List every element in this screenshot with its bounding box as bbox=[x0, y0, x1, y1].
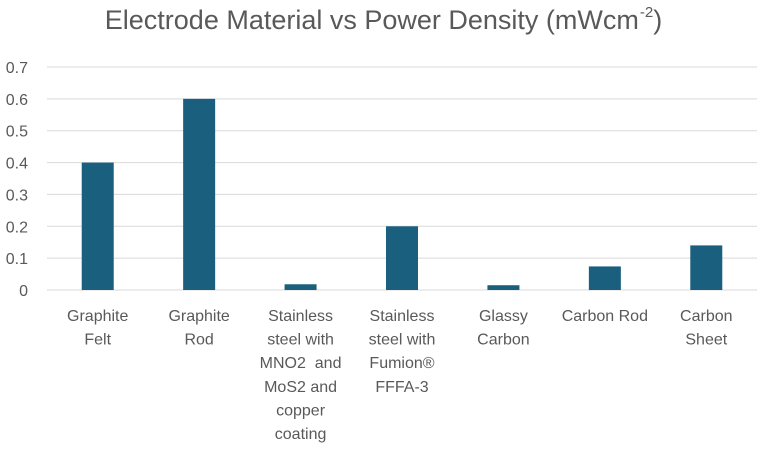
x-tick-label-line: coating bbox=[275, 426, 327, 443]
chart-title-text: Electrode Material vs Power Density (mWc… bbox=[104, 5, 639, 35]
x-tick-label-line: Stainless bbox=[370, 308, 435, 325]
x-tick-label-line: FFFA-3 bbox=[375, 379, 428, 396]
y-tick-label: 0.6 bbox=[6, 92, 28, 109]
bar bbox=[81, 162, 114, 290]
x-tick-label-line: Carbon bbox=[680, 308, 732, 325]
x-tick-label-line: Sheet bbox=[685, 332, 727, 349]
x-tick-label-line: Stainless bbox=[268, 308, 333, 325]
chart-title-superscript: -2 bbox=[639, 4, 654, 21]
y-tick-label: 0.4 bbox=[6, 156, 28, 173]
bar bbox=[284, 284, 317, 290]
x-tick-label-line: steel with bbox=[369, 332, 436, 349]
x-tick-label-line: Glassy bbox=[479, 308, 528, 325]
y-tick-label: 0.3 bbox=[6, 187, 28, 204]
x-tick-label-line: Rod bbox=[184, 332, 213, 349]
x-tick-label-line: Fumion® bbox=[369, 355, 434, 372]
x-tick-label: Graphite Felt bbox=[67, 308, 128, 349]
bar bbox=[386, 226, 418, 290]
x-tick-label: Glassy Carbon bbox=[477, 308, 529, 349]
y-tick-label: 0 bbox=[19, 283, 28, 300]
x-tick-label: Carbon Sheet bbox=[680, 308, 732, 349]
x-tick-label: Graphite Rod bbox=[168, 308, 229, 349]
y-tick-label: 0.7 bbox=[6, 60, 28, 77]
x-tick-label-line: Carbon Rod bbox=[562, 308, 648, 325]
x-tick-label: Stainless steel with MNO2 and MoS2 and coppe… bbox=[260, 308, 342, 443]
chart-title-suffix: ) bbox=[653, 5, 663, 35]
x-tick-label-line: Graphite bbox=[168, 308, 229, 325]
y-tick-label: 0.5 bbox=[6, 124, 28, 141]
x-tick-label-line: steel with bbox=[267, 332, 334, 349]
y-tick-label: 0.2 bbox=[6, 219, 28, 236]
bar bbox=[487, 285, 520, 290]
x-tick-label-line: MoS2 and bbox=[264, 379, 337, 396]
x-tick-label-line: copper bbox=[276, 402, 326, 419]
x-tick-label-line: Felt bbox=[84, 332, 111, 349]
y-tick-label: 0.1 bbox=[6, 251, 28, 268]
bar bbox=[183, 98, 216, 290]
chart-title: Electrode Material vs Power Density (mWc… bbox=[0, 4, 767, 36]
bar bbox=[588, 266, 621, 290]
bar bbox=[690, 245, 723, 290]
x-tick-label: Carbon Rod bbox=[562, 308, 648, 325]
x-tick-label: Stainless steel with Fumion® FFFA-3 bbox=[369, 308, 436, 396]
x-tick-label-line: Carbon bbox=[477, 332, 529, 349]
x-tick-label-line: Graphite bbox=[67, 308, 128, 325]
x-tick-label-line: MNO2 and bbox=[260, 355, 342, 372]
